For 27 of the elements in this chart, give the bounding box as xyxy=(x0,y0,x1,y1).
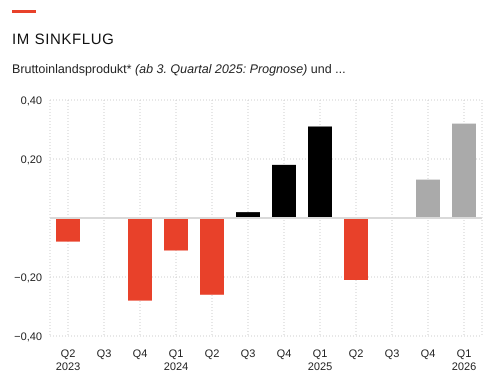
bar xyxy=(56,218,80,242)
y-tick-label: −0,20 xyxy=(14,272,42,284)
bar xyxy=(452,124,476,218)
bar xyxy=(272,164,296,218)
y-tick-label: 0,20 xyxy=(20,154,42,166)
bar xyxy=(128,218,152,301)
x-tick-label: Q2 xyxy=(348,348,364,360)
x-tick-label: Q4 xyxy=(276,348,292,360)
x-tick-label: Q4 xyxy=(420,348,436,360)
chart-subtitle: Bruttoinlandsprodukt* (ab 3. Quartal 2025: Prognose) und ... xyxy=(12,62,346,76)
x-tick-label: Q3 xyxy=(240,348,256,360)
chart-title: IM SINKFLUG xyxy=(12,31,116,48)
x-tick-label: Q2 xyxy=(204,348,220,360)
bar xyxy=(200,218,224,295)
y-tick-label: 0,40 xyxy=(20,94,42,107)
x-tick-label: Q1 2026 xyxy=(452,348,476,373)
x-tick-label: Q3 xyxy=(96,348,112,360)
x-tick-label: Q4 xyxy=(132,348,148,360)
bar xyxy=(164,218,188,250)
bar xyxy=(416,180,440,218)
bar xyxy=(344,218,368,280)
x-tick-label: Q1 2024 xyxy=(164,348,188,373)
y-tick-label: −0,40 xyxy=(14,330,42,343)
bar xyxy=(308,126,332,218)
x-tick-label: Q2 2023 xyxy=(56,348,80,373)
x-tick-label: Q1 2025 xyxy=(308,348,332,373)
x-tick-label: Q3 xyxy=(384,348,400,360)
